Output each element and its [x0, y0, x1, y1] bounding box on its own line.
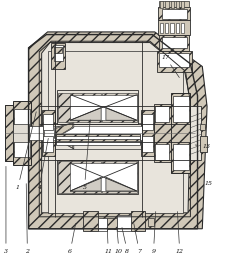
Text: 2: 2: [25, 184, 29, 254]
Polygon shape: [56, 134, 73, 148]
Text: 15: 15: [198, 178, 212, 186]
Bar: [173, 144, 189, 170]
Bar: [190, 106, 201, 160]
Bar: [154, 104, 171, 162]
Bar: [43, 123, 143, 143]
Bar: [159, 53, 189, 66]
Text: 17: 17: [161, 55, 179, 77]
Bar: [142, 136, 153, 152]
Bar: [98, 218, 107, 231]
Text: 11: 11: [104, 227, 112, 254]
Text: 12: 12: [176, 211, 184, 254]
Bar: [14, 109, 30, 130]
Bar: [70, 95, 137, 120]
Text: 7: 7: [134, 223, 141, 254]
Text: 8: 8: [122, 227, 129, 254]
Bar: [176, 23, 179, 33]
Bar: [14, 136, 30, 157]
Bar: [141, 110, 154, 156]
Bar: [54, 47, 62, 53]
Bar: [51, 43, 65, 69]
Text: 1: 1: [16, 112, 36, 190]
Bar: [48, 51, 183, 141]
Bar: [83, 211, 98, 231]
Bar: [162, 9, 187, 19]
Text: 5: 5: [83, 120, 90, 190]
Bar: [160, 1, 163, 8]
Text: 9: 9: [152, 211, 156, 254]
Bar: [200, 136, 207, 152]
Polygon shape: [29, 32, 207, 229]
Bar: [142, 114, 153, 130]
Polygon shape: [106, 177, 137, 191]
Bar: [56, 134, 140, 144]
Bar: [43, 136, 53, 152]
Bar: [148, 218, 154, 226]
Bar: [102, 161, 137, 193]
Text: 4: 4: [37, 138, 48, 190]
Polygon shape: [70, 177, 101, 191]
Bar: [43, 114, 53, 130]
Bar: [173, 96, 189, 122]
Bar: [107, 218, 117, 229]
Bar: [170, 23, 174, 33]
Bar: [157, 51, 192, 72]
Bar: [159, 35, 189, 51]
Bar: [54, 45, 63, 61]
Bar: [56, 141, 140, 145]
Bar: [181, 1, 184, 8]
Bar: [165, 23, 168, 33]
Bar: [58, 161, 101, 193]
Bar: [162, 37, 187, 48]
Polygon shape: [70, 107, 101, 120]
Bar: [171, 93, 190, 173]
Bar: [176, 1, 179, 8]
Polygon shape: [56, 123, 73, 138]
Text: 13: 13: [195, 144, 211, 149]
Bar: [158, 20, 190, 35]
Bar: [181, 23, 184, 33]
Bar: [160, 23, 163, 33]
Bar: [29, 126, 43, 140]
Bar: [57, 90, 138, 124]
Text: 10: 10: [115, 227, 123, 254]
Bar: [102, 93, 137, 122]
Bar: [44, 126, 142, 140]
Bar: [58, 93, 101, 122]
Bar: [70, 163, 137, 191]
Bar: [155, 144, 169, 160]
Bar: [131, 211, 145, 231]
Polygon shape: [55, 122, 74, 138]
Text: 3: 3: [4, 166, 8, 254]
Bar: [5, 105, 13, 161]
Bar: [155, 106, 169, 122]
Bar: [57, 160, 138, 194]
Polygon shape: [55, 133, 74, 149]
Bar: [165, 1, 169, 8]
Bar: [200, 124, 205, 130]
Bar: [13, 124, 29, 142]
Bar: [13, 101, 31, 165]
Bar: [42, 110, 55, 156]
Bar: [56, 136, 140, 139]
Polygon shape: [42, 43, 190, 213]
Bar: [117, 215, 131, 231]
Bar: [171, 1, 174, 8]
Text: 6: 6: [68, 223, 76, 254]
Bar: [48, 149, 183, 213]
Bar: [159, 1, 189, 7]
Bar: [158, 7, 190, 20]
Polygon shape: [106, 107, 137, 120]
